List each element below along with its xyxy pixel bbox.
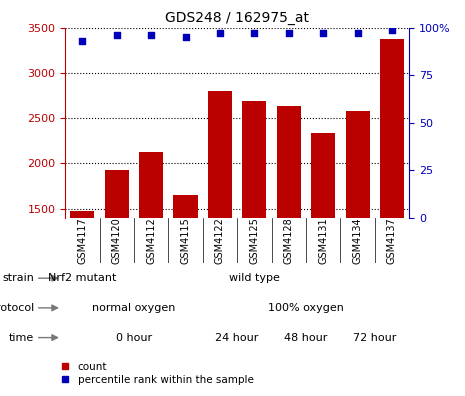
Bar: [380, 38, 404, 345]
Legend: count, percentile rank within the sample: count, percentile rank within the sample: [61, 362, 253, 385]
Text: Nrf2 mutant: Nrf2 mutant: [48, 273, 117, 283]
Bar: [105, 170, 129, 345]
Text: GSM4128: GSM4128: [284, 217, 294, 264]
Bar: [242, 101, 266, 345]
Bar: [277, 106, 301, 345]
Text: 72 hour: 72 hour: [353, 333, 397, 343]
Text: time: time: [8, 333, 34, 343]
Text: normal oxygen: normal oxygen: [92, 303, 176, 313]
Bar: [173, 195, 198, 345]
Bar: [70, 211, 94, 345]
Text: 48 hour: 48 hour: [284, 333, 328, 343]
Point: [182, 34, 189, 40]
Point: [388, 27, 396, 33]
Point: [319, 30, 327, 36]
Text: GSM4112: GSM4112: [146, 217, 156, 264]
Bar: [208, 91, 232, 345]
Point: [147, 32, 155, 38]
Bar: [311, 133, 335, 345]
Point: [354, 30, 361, 36]
Text: GSM4137: GSM4137: [387, 217, 397, 264]
Point: [251, 30, 258, 36]
Text: 24 hour: 24 hour: [215, 333, 259, 343]
Text: GSM4120: GSM4120: [112, 217, 122, 264]
Text: GSM4134: GSM4134: [352, 217, 363, 264]
Text: 100% oxygen: 100% oxygen: [268, 303, 344, 313]
Text: strain: strain: [2, 273, 34, 283]
Text: GSM4131: GSM4131: [318, 217, 328, 264]
Point: [285, 30, 292, 36]
Text: GSM4115: GSM4115: [180, 217, 191, 264]
Text: protocol: protocol: [0, 303, 34, 313]
Bar: [139, 152, 163, 345]
Bar: [345, 111, 370, 345]
Text: GSM4117: GSM4117: [77, 217, 87, 264]
Text: GSM4122: GSM4122: [215, 217, 225, 264]
Text: wild type: wild type: [229, 273, 280, 283]
Point: [113, 32, 120, 38]
Text: 0 hour: 0 hour: [116, 333, 152, 343]
Text: GSM4125: GSM4125: [249, 217, 259, 264]
Point: [79, 38, 86, 44]
Point: [216, 30, 224, 36]
Title: GDS248 / 162975_at: GDS248 / 162975_at: [165, 11, 309, 25]
